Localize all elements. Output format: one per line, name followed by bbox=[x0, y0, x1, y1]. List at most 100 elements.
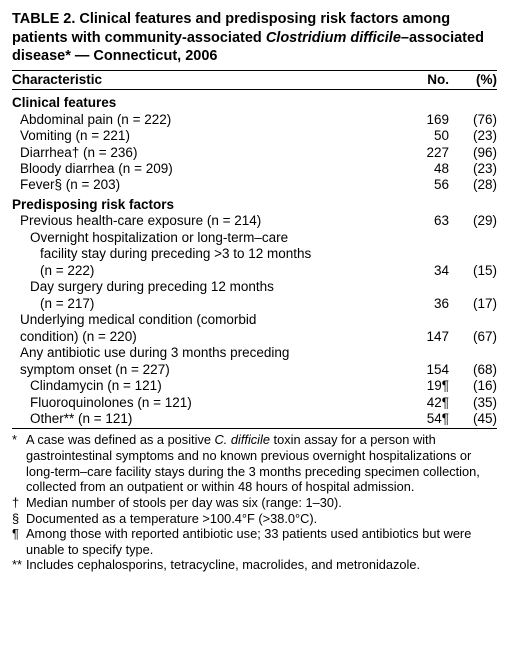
row-label: symptom onset (n = 227) bbox=[12, 362, 394, 378]
footnote-symbol: ¶ bbox=[12, 526, 26, 557]
footnote: *A case was defined as a positive C. dif… bbox=[12, 432, 497, 494]
row-no: 50 bbox=[394, 128, 449, 144]
table-row: condition) (n = 220)147(67) bbox=[12, 329, 497, 345]
row-pct: (15) bbox=[449, 263, 497, 279]
row-no bbox=[394, 345, 449, 361]
table-row: Other** (n = 121)54¶(45) bbox=[12, 411, 497, 427]
row-label: facility stay during preceding >3 to 12 … bbox=[12, 246, 394, 262]
section-label: Clinical features bbox=[12, 92, 497, 111]
footnote-text: Includes cephalosporins, tetracycline, m… bbox=[26, 557, 497, 573]
row-label: Fluoroquinolones (n = 121) bbox=[12, 395, 394, 411]
header-pct: (%) bbox=[449, 72, 497, 88]
row-label: Overnight hospitalization or long-term–c… bbox=[12, 230, 394, 246]
table-row: facility stay during preceding >3 to 12 … bbox=[12, 246, 497, 262]
row-no: 48 bbox=[394, 161, 449, 177]
top-rule bbox=[12, 70, 497, 71]
row-label: (n = 217) bbox=[12, 296, 394, 312]
footnote-symbol: ** bbox=[12, 557, 26, 573]
row-no: 154 bbox=[394, 362, 449, 378]
row-pct: (17) bbox=[449, 296, 497, 312]
table-row: Underlying medical condition (comorbid bbox=[12, 312, 497, 328]
table-title: TABLE 2. Clinical features and predispos… bbox=[12, 10, 497, 66]
row-pct: (28) bbox=[449, 177, 497, 193]
table-row: Clindamycin (n = 121)19¶(16) bbox=[12, 378, 497, 394]
row-pct: (45) bbox=[449, 411, 497, 427]
row-no: 54¶ bbox=[394, 411, 449, 427]
section-row: Predisposing risk factors bbox=[12, 194, 497, 213]
footnote: ¶Among those with reported antibiotic us… bbox=[12, 526, 497, 557]
row-label: (n = 222) bbox=[12, 263, 394, 279]
row-no: 36 bbox=[394, 296, 449, 312]
row-no: 227 bbox=[394, 145, 449, 161]
row-label: condition) (n = 220) bbox=[12, 329, 394, 345]
row-pct bbox=[449, 312, 497, 328]
row-pct: (23) bbox=[449, 128, 497, 144]
footnote-text: Among those with reported antibiotic use… bbox=[26, 526, 497, 557]
data-table-body: Clinical featuresAbdominal pain (n = 222… bbox=[12, 92, 497, 427]
footnote-symbol: * bbox=[12, 432, 26, 494]
table-row: Vomiting (n = 221)50(23) bbox=[12, 128, 497, 144]
table-row: Day surgery during preceding 12 months bbox=[12, 279, 497, 295]
row-pct: (35) bbox=[449, 395, 497, 411]
footnotes: *A case was defined as a positive C. dif… bbox=[12, 432, 497, 572]
row-pct: (29) bbox=[449, 213, 497, 229]
row-label: Previous health-care exposure (n = 214) bbox=[12, 213, 394, 229]
row-no bbox=[394, 246, 449, 262]
table-row: symptom onset (n = 227)154(68) bbox=[12, 362, 497, 378]
table-row: Fluoroquinolones (n = 121)42¶(35) bbox=[12, 395, 497, 411]
table-row: Overnight hospitalization or long-term–c… bbox=[12, 230, 497, 246]
table-row: Any antibiotic use during 3 months prece… bbox=[12, 345, 497, 361]
header-no: No. bbox=[394, 72, 449, 88]
footnote: **Includes cephalosporins, tetracycline,… bbox=[12, 557, 497, 573]
footnote: §Documented as a temperature >100.4°F (>… bbox=[12, 511, 497, 527]
bottom-rule bbox=[12, 428, 497, 429]
row-pct bbox=[449, 345, 497, 361]
table-row: Fever§ (n = 203)56(28) bbox=[12, 177, 497, 193]
row-no: 63 bbox=[394, 213, 449, 229]
row-pct: (16) bbox=[449, 378, 497, 394]
row-pct bbox=[449, 246, 497, 262]
row-no: 56 bbox=[394, 177, 449, 193]
footnote-text: Median number of stools per day was six … bbox=[26, 495, 497, 511]
row-label: Bloody diarrhea (n = 209) bbox=[12, 161, 394, 177]
row-label: Other** (n = 121) bbox=[12, 411, 394, 427]
footnote-text: Documented as a temperature >100.4°F (>3… bbox=[26, 511, 497, 527]
section-row: Clinical features bbox=[12, 92, 497, 111]
row-label: Day surgery during preceding 12 months bbox=[12, 279, 394, 295]
row-no bbox=[394, 279, 449, 295]
table-row: Abdominal pain (n = 222)169(76) bbox=[12, 112, 497, 128]
header-characteristic: Characteristic bbox=[12, 72, 394, 88]
row-label: Abdominal pain (n = 222) bbox=[12, 112, 394, 128]
table-row: Bloody diarrhea (n = 209)48(23) bbox=[12, 161, 497, 177]
row-no: 169 bbox=[394, 112, 449, 128]
header-rule bbox=[12, 89, 497, 90]
row-pct bbox=[449, 279, 497, 295]
table-row: Previous health-care exposure (n = 214)6… bbox=[12, 213, 497, 229]
row-pct: (67) bbox=[449, 329, 497, 345]
row-label: Clindamycin (n = 121) bbox=[12, 378, 394, 394]
section-label: Predisposing risk factors bbox=[12, 194, 497, 213]
row-pct: (96) bbox=[449, 145, 497, 161]
table-row: (n = 217)36(17) bbox=[12, 296, 497, 312]
footnote-symbol: † bbox=[12, 495, 26, 511]
row-label: Underlying medical condition (comorbid bbox=[12, 312, 394, 328]
row-pct bbox=[449, 230, 497, 246]
row-no: 34 bbox=[394, 263, 449, 279]
table-row: Diarrhea† (n = 236)227(96) bbox=[12, 145, 497, 161]
row-no: 42¶ bbox=[394, 395, 449, 411]
header-row: Characteristic No. (%) bbox=[12, 72, 497, 88]
row-label: Fever§ (n = 203) bbox=[12, 177, 394, 193]
row-label: Diarrhea† (n = 236) bbox=[12, 145, 394, 161]
row-no: 147 bbox=[394, 329, 449, 345]
row-pct: (23) bbox=[449, 161, 497, 177]
row-no: 19¶ bbox=[394, 378, 449, 394]
table-row: (n = 222)34(15) bbox=[12, 263, 497, 279]
title-italic: Clostridium difficile bbox=[266, 30, 401, 46]
row-pct: (76) bbox=[449, 112, 497, 128]
footnote: †Median number of stools per day was six… bbox=[12, 495, 497, 511]
footnote-symbol: § bbox=[12, 511, 26, 527]
row-no bbox=[394, 312, 449, 328]
footnote-text: A case was defined as a positive C. diff… bbox=[26, 432, 497, 494]
row-label: Any antibiotic use during 3 months prece… bbox=[12, 345, 394, 361]
row-pct: (68) bbox=[449, 362, 497, 378]
